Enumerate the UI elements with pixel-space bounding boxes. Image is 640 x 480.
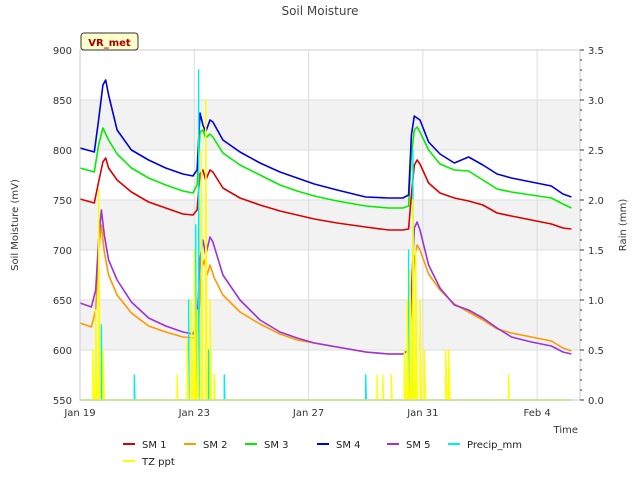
series-line-sm-2 (79, 224, 572, 355)
y-tick-label: 700 (53, 246, 72, 257)
y2-tick-label: 3.5 (588, 46, 604, 57)
chart-title: Soil Moisture (281, 4, 358, 18)
x-tick-label: Feb 4 (524, 408, 551, 419)
y2-tick-label: 3.0 (588, 96, 604, 107)
x-tick-label: Jan 31 (406, 408, 438, 419)
y2-axis-ticks: 0.0 0.5 1.0 1.5 2.0 2.5 3.0 3.5 (580, 46, 604, 407)
legend-label-sm-1: SM 1 (142, 440, 167, 451)
y-axis-ticks: 550 600 650 700 750 800 850 900 (53, 46, 72, 407)
y2-tick-label: 1.5 (588, 246, 604, 257)
y-tick-label: 850 (53, 96, 72, 107)
x-axis-ticks: Jan 19 Jan 23 Jan 27 Jan 31 Feb 4 (63, 408, 550, 419)
station-badge: VR_met (80, 32, 139, 51)
plot-frame (79, 49, 581, 401)
x-tick-label: Jan 19 (63, 408, 95, 419)
y2-axis-label: Rain (mm) (618, 199, 629, 252)
y-tick-label: 750 (53, 196, 72, 207)
band-0 (80, 300, 580, 350)
y-tick-label: 900 (53, 46, 72, 57)
legend-label-sm-5: SM 5 (406, 440, 431, 451)
legend-label-sm-4: SM 4 (336, 440, 361, 451)
legend: SM 1 SM 2 SM 3 SM 4 SM 5 Precip_mm TZ ppt (123, 440, 522, 468)
band-1 (80, 200, 580, 250)
x-tick-label: Jan 23 (178, 408, 210, 419)
y-tick-label: 550 (53, 396, 72, 407)
legend-label-precip-mm: Precip_mm (467, 440, 522, 451)
series-line-sm-5 (79, 209, 572, 355)
legend-label-tz-ppt: TZ ppt (141, 457, 175, 468)
series-line-sm-1 (79, 157, 572, 231)
series-line-sm-4 (79, 79, 572, 199)
y2-tick-label: 2.0 (588, 196, 604, 207)
y-tick-label: 800 (53, 146, 72, 157)
y2-tick-label: 2.5 (588, 146, 604, 157)
plot-bands (80, 100, 580, 350)
y2-tick-label: 1.0 (588, 296, 604, 307)
station-badge-label: VR_met (88, 38, 131, 49)
x-axis-label: Time (553, 425, 578, 436)
band-2 (80, 100, 580, 150)
legend-label-sm-2: SM 2 (203, 440, 228, 451)
y2-tick-label: 0.5 (588, 346, 604, 357)
y-tick-label: 650 (53, 296, 72, 307)
y-tick-label: 600 (53, 346, 72, 357)
legend-label-sm-3: SM 3 (264, 440, 289, 451)
series-line-sm-3 (79, 126, 572, 209)
y-axis-label: Soil Moisture (mV) (10, 179, 21, 271)
y2-tick-label: 0.0 (588, 396, 604, 407)
x-tick-label: Jan 27 (292, 408, 324, 419)
